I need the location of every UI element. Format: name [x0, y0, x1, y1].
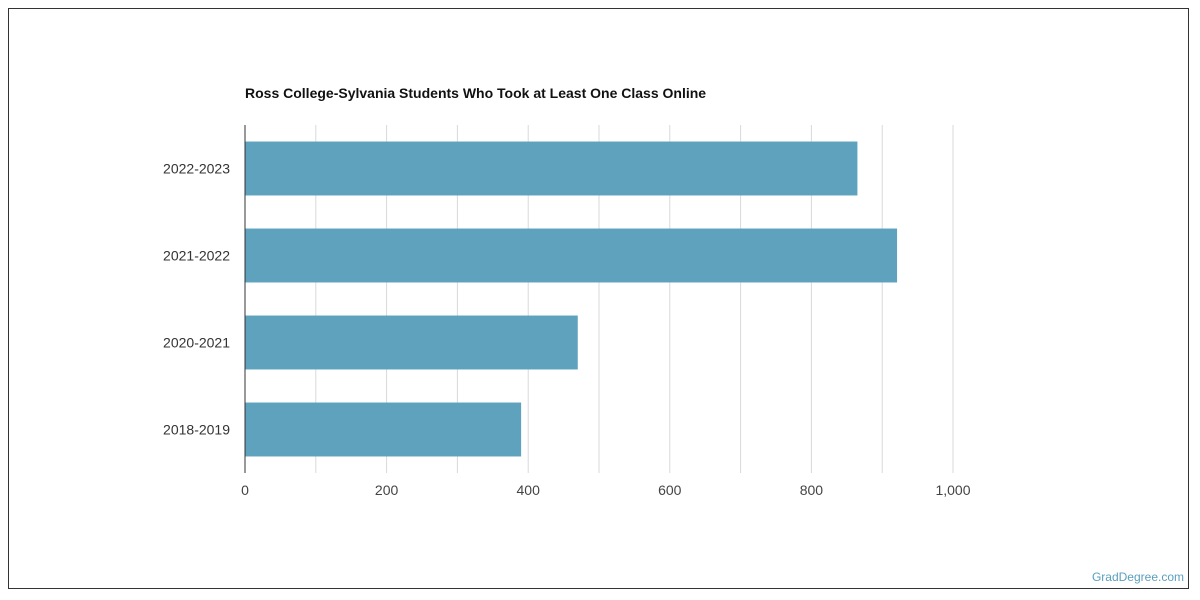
- bar-2021-2022: [245, 228, 898, 283]
- bar-2020-2021: [245, 315, 578, 370]
- x-tick-label: 400: [517, 482, 541, 498]
- category-label: 2022-2023: [163, 161, 230, 177]
- chart-frame: [8, 8, 1189, 589]
- watermark-link[interactable]: GradDegree.com: [1091, 570, 1184, 584]
- x-tick-label: 1,000: [935, 482, 970, 498]
- x-tick-label: 600: [658, 482, 682, 498]
- bar-2022-2023: [245, 141, 858, 196]
- category-label: 2021-2022: [163, 248, 230, 264]
- x-tick-label: 0: [241, 482, 249, 498]
- category-label: 2020-2021: [163, 335, 230, 351]
- category-label: 2018-2019: [163, 422, 230, 438]
- chart-title: Ross College-Sylvania Students Who Took …: [245, 85, 707, 101]
- x-tick-label: 200: [375, 482, 399, 498]
- bar-2018-2019: [245, 402, 522, 457]
- x-tick-label: 800: [800, 482, 824, 498]
